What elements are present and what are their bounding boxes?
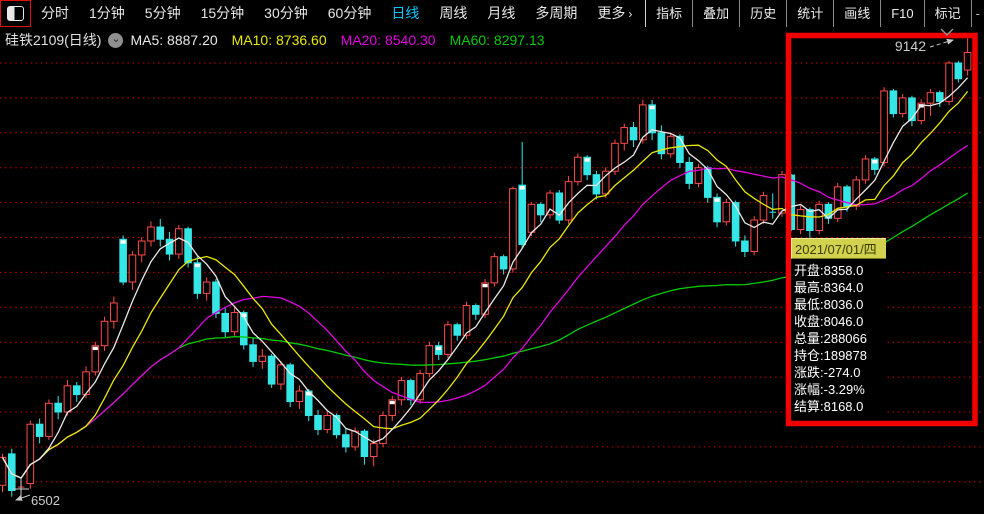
ma-readout-MA20: MA20: 8540.30 bbox=[340, 32, 436, 48]
period-tab-日线[interactable]: 日线 bbox=[391, 5, 420, 21]
split-window-icon bbox=[7, 6, 24, 21]
toolbar-button-指标[interactable]: 指标 bbox=[646, 0, 694, 27]
toolbar-button-标记[interactable]: 标记 bbox=[925, 0, 972, 27]
toolbar-button-F10[interactable]: F10 bbox=[881, 0, 925, 27]
ma-line-MA5 bbox=[1, 77, 969, 479]
annotation-rectangle[interactable] bbox=[785, 32, 978, 427]
period-tab-1分钟[interactable]: 1分钟 bbox=[89, 5, 125, 21]
tooltip-row-涨跌: 涨跌:-274.0 bbox=[794, 365, 861, 380]
toolbar-button-叠加[interactable]: 叠加 bbox=[693, 0, 741, 27]
toolbar-button-统计[interactable]: 统计 bbox=[787, 0, 835, 27]
tooltip-row-收盘: 收盘:8046.0 bbox=[794, 314, 864, 329]
ohlc-tooltip: 2021/07/01/四 开盘:8358.0 最高:8364.0 最低:8036.0… bbox=[791, 238, 886, 419]
period-tab-多周期[interactable]: 多周期 bbox=[535, 5, 578, 21]
info-bar: 硅铁2109(日线) ⌄ MA5: 8887.20 MA10: 8736.60 MA… bbox=[5, 30, 559, 50]
collapse-chevron-icon[interactable] bbox=[940, 28, 954, 37]
tooltip-row-最低: 最低:8036.0 bbox=[794, 297, 864, 312]
high-price-marker: 9142 bbox=[895, 38, 954, 54]
period-toolbar: 分时 1分钟 5分钟 15分钟 30分钟 60分钟 日线 周线 月线 多周期 更多 › 指标 叠加 历史统… bbox=[0, 0, 984, 27]
toolbar-button-画线[interactable]: 画线 bbox=[834, 0, 882, 27]
period-tab-30分钟[interactable]: 30分钟 bbox=[264, 5, 308, 21]
tooltip-row-开盘: 开盘:8358.0 bbox=[794, 263, 864, 278]
toolbar-right-buttons: 指标 叠加 历史 统计 画线 F10 标记 - bbox=[645, 0, 984, 27]
period-tab-60分钟[interactable]: 60分钟 bbox=[327, 5, 372, 21]
toolbar-button-历史[interactable]: 历史 bbox=[740, 0, 788, 27]
tooltip-body: 开盘:8358.0 最高:8364.0 最低:8036.0 收盘:8046.0 总量:2… bbox=[791, 259, 886, 419]
svg-text:9142: 9142 bbox=[895, 38, 926, 54]
period-tab-更多[interactable]: 更多 › bbox=[597, 4, 633, 21]
tooltip-date: 2021/07/01/四 bbox=[791, 238, 886, 259]
period-tab-月线[interactable]: 月线 bbox=[487, 5, 516, 21]
ma-readout-MA10: MA10: 8736.60 bbox=[231, 32, 327, 48]
period-tab-15分钟[interactable]: 15分钟 bbox=[200, 5, 245, 21]
low-price-marker: 6502 bbox=[13, 479, 60, 508]
period-tab-5分钟[interactable]: 5分钟 bbox=[144, 5, 181, 21]
chevron-right-icon: › bbox=[628, 6, 633, 21]
chevron-down-icon[interactable]: ⌄ bbox=[108, 32, 124, 48]
ma-readout-MA5: MA5: 8887.20 bbox=[130, 32, 218, 48]
ma-line-MA10 bbox=[1, 90, 969, 479]
svg-text:6502: 6502 bbox=[31, 493, 60, 508]
ma-readouts: MA5: 8887.20 MA10: 8736.60 MA20: 8540.30 MA… bbox=[130, 32, 558, 48]
period-tab-分时[interactable]: 分时 bbox=[41, 5, 69, 21]
toolbar-button-overflow[interactable]: - bbox=[975, 6, 980, 21]
ma-line-MA20 bbox=[1, 144, 968, 479]
tooltip-row-涨幅: 涨幅:-3.29% bbox=[794, 382, 865, 397]
tooltip-row-总量: 总量:288066 bbox=[794, 331, 867, 346]
instrument-title: 硅铁2109(日线) bbox=[5, 32, 102, 48]
ma-readout-MA60: MA60: 8297.13 bbox=[449, 32, 545, 48]
period-tabs: 分时 1分钟 5分钟 15分钟 30分钟 60分钟 日线 周线 月线 多周期 更多 › bbox=[31, 0, 642, 27]
tooltip-row-持仓: 持仓:189878 bbox=[794, 348, 867, 363]
period-tab-周线[interactable]: 周线 bbox=[439, 5, 468, 21]
tooltip-row-结算: 结算:8168.0 bbox=[794, 399, 864, 414]
tooltip-row-最高: 最高:8364.0 bbox=[794, 280, 864, 295]
split-window-button[interactable] bbox=[0, 0, 31, 27]
